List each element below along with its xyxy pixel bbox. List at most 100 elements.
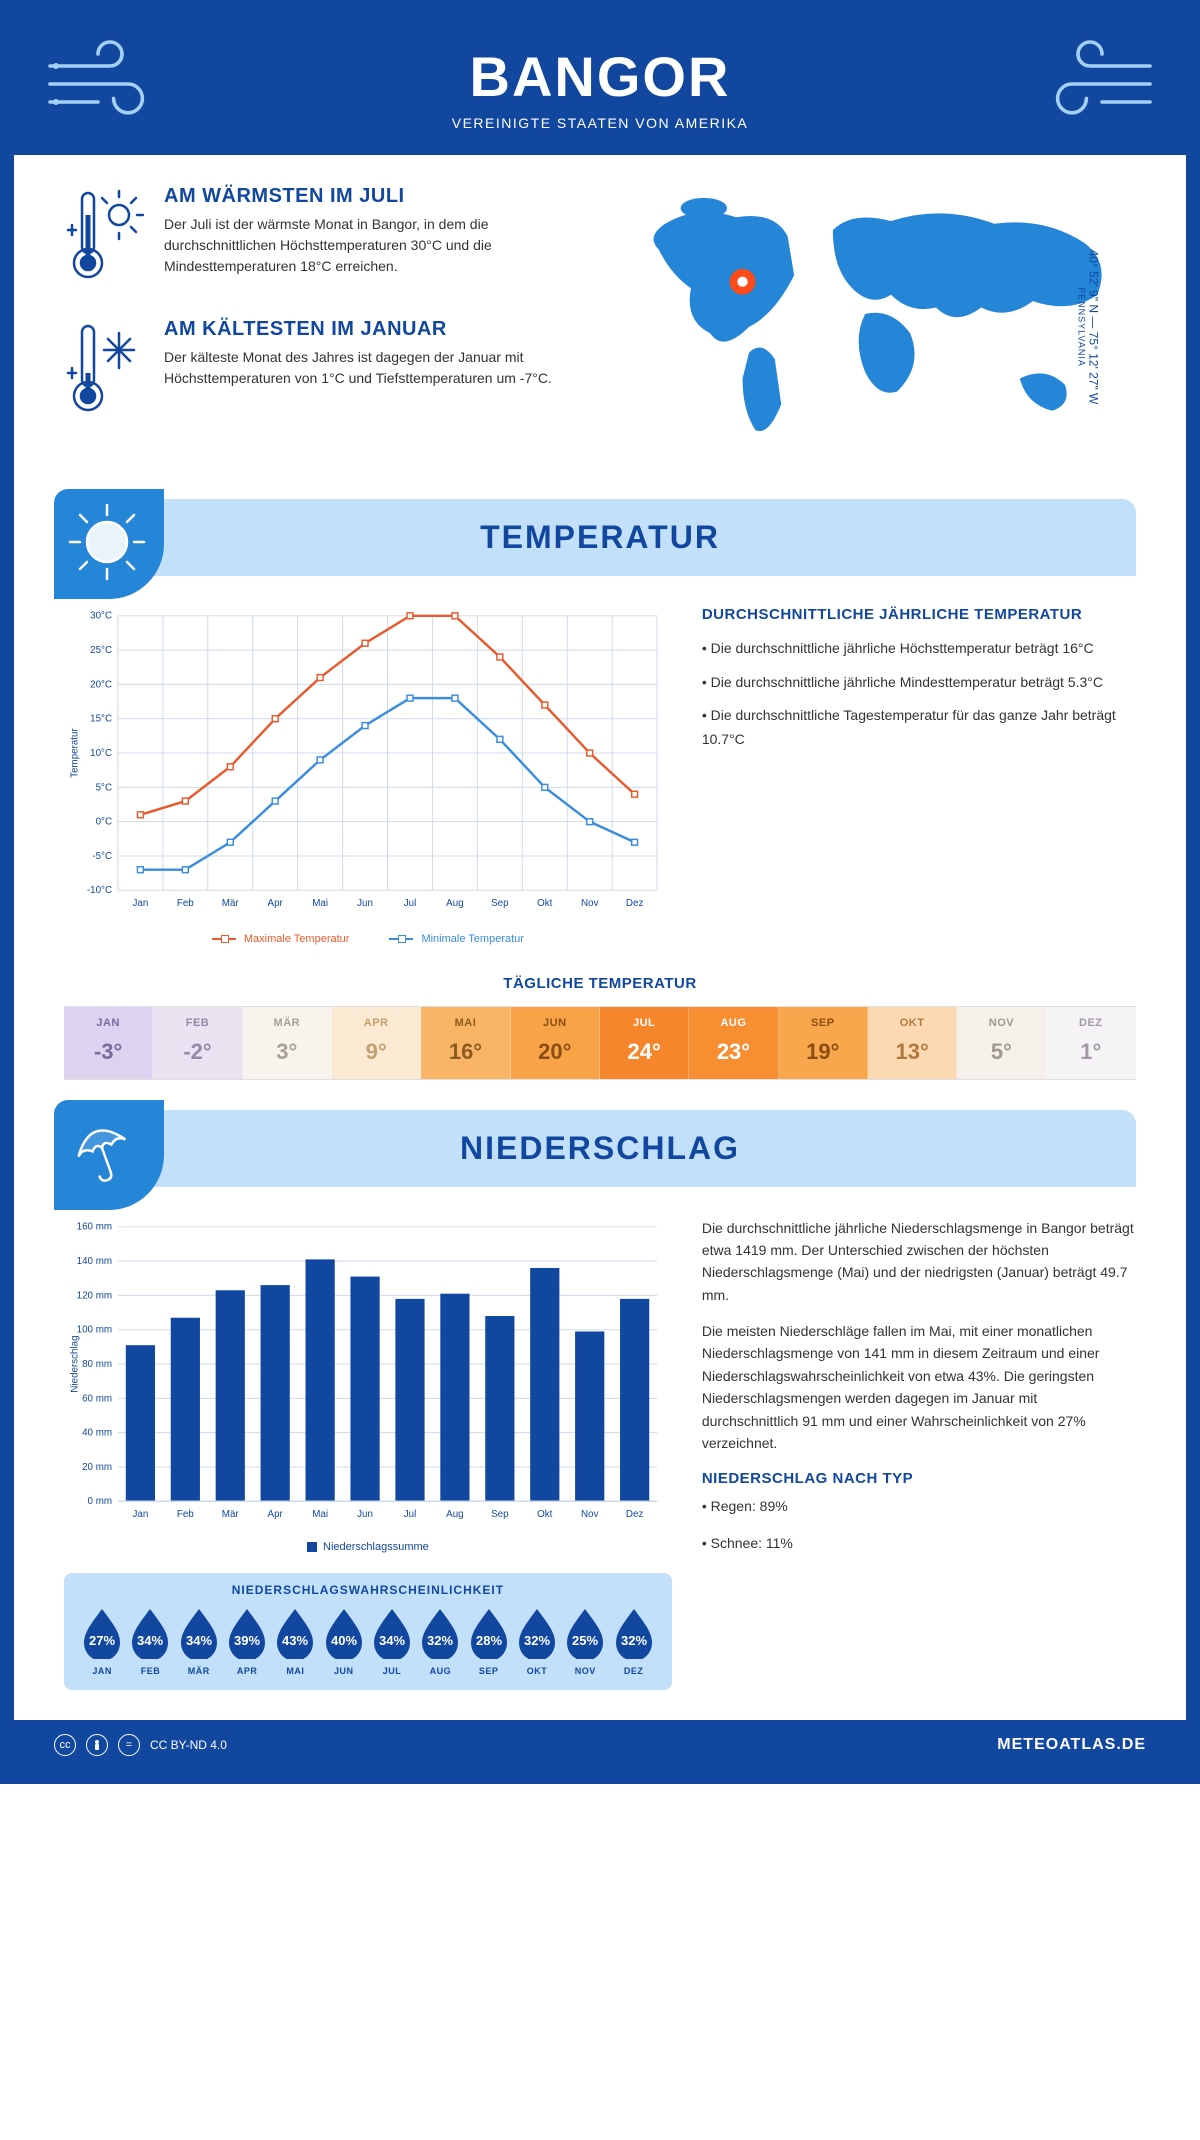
prob-month: SEP: [465, 1666, 513, 1676]
prob-drop: 27% JAN: [78, 1607, 126, 1676]
section-title-temperature: TEMPERATUR: [64, 519, 1136, 556]
svg-text:30°C: 30°C: [90, 611, 112, 622]
svg-text:15°C: 15°C: [90, 713, 112, 724]
daily-temp-title: TÄGLICHE TEMPERATUR: [64, 975, 1136, 992]
svg-text:Okt: Okt: [537, 898, 553, 909]
prob-drop: 28% SEP: [465, 1607, 513, 1676]
fact-warm-text: Der Juli ist der wärmste Monat in Bangor…: [164, 214, 580, 277]
daily-cell: OKT 13°: [868, 1007, 957, 1079]
daily-value: 13°: [868, 1039, 956, 1065]
daily-value: 23°: [689, 1039, 777, 1065]
prob-drop: 34% JUL: [368, 1607, 416, 1676]
daily-month: JUL: [600, 1017, 688, 1029]
daily-value: 19°: [779, 1039, 867, 1065]
svg-text:Aug: Aug: [446, 1508, 463, 1519]
svg-text:80 mm: 80 mm: [82, 1358, 112, 1369]
fact-warmest: AM WÄRMSTEN IM JULI Der Juli ist der wär…: [64, 185, 580, 290]
temperature-chart: -10°C-5°C0°C5°C10°C15°C20°C25°C30°CJanFe…: [64, 606, 672, 945]
daily-cell: DEZ 1°: [1047, 1007, 1136, 1079]
brand: METEOATLAS.DE: [997, 1736, 1146, 1754]
svg-text:Dez: Dez: [626, 898, 644, 909]
section-title-precipitation: NIEDERSCHLAG: [64, 1130, 1136, 1167]
daily-value: 9°: [332, 1039, 420, 1065]
daily-cell: AUG 23°: [689, 1007, 778, 1079]
page-subtitle: VEREINIGTE STAATEN VON AMERIKA: [54, 115, 1146, 131]
svg-text:0°C: 0°C: [96, 816, 112, 827]
svg-text:100 mm: 100 mm: [77, 1324, 112, 1335]
daily-month: MAI: [421, 1017, 509, 1029]
svg-text:Sep: Sep: [491, 1508, 509, 1519]
svg-text:Sep: Sep: [491, 898, 509, 909]
prob-month: OKT: [513, 1666, 561, 1676]
daily-cell: JAN -3°: [64, 1007, 153, 1079]
fact-coldest: AM KÄLTESTEN IM JANUAR Der kälteste Mona…: [64, 318, 580, 423]
daily-value: -3°: [64, 1039, 152, 1065]
daily-temp-table: JAN -3° FEB -2° MÄR 3° APR 9° MAI 16° JU…: [64, 1006, 1136, 1080]
prob-drop: 32% AUG: [416, 1607, 464, 1676]
legend-max: Maximale Temperatur: [212, 933, 350, 945]
umbrella-icon: [54, 1100, 164, 1210]
precipitation-text: Die durchschnittliche jährliche Niedersc…: [702, 1217, 1136, 1691]
temperature-summary: DURCHSCHNITTLICHE JÄHRLICHE TEMPERATUR •…: [702, 606, 1136, 945]
svg-text:Feb: Feb: [177, 898, 194, 909]
daily-cell: JUL 24°: [600, 1007, 689, 1079]
svg-text:10°C: 10°C: [90, 748, 112, 759]
daily-cell: MÄR 3°: [243, 1007, 332, 1079]
daily-cell: SEP 19°: [779, 1007, 868, 1079]
svg-text:Jul: Jul: [404, 898, 417, 909]
prob-month: JAN: [78, 1666, 126, 1676]
daily-month: NOV: [957, 1017, 1045, 1029]
svg-text:Mai: Mai: [312, 1508, 328, 1519]
svg-text:39%: 39%: [234, 1633, 260, 1648]
daily-value: 20°: [511, 1039, 599, 1065]
svg-text:140 mm: 140 mm: [77, 1256, 112, 1267]
svg-text:Niederschlag: Niederschlag: [70, 1335, 81, 1392]
svg-text:34%: 34%: [186, 1633, 212, 1648]
daily-cell: MAI 16°: [421, 1007, 510, 1079]
svg-text:Okt: Okt: [537, 1508, 553, 1519]
svg-text:Jan: Jan: [132, 1508, 148, 1519]
daily-cell: NOV 5°: [957, 1007, 1046, 1079]
svg-text:32%: 32%: [427, 1633, 453, 1648]
daily-month: OKT: [868, 1017, 956, 1029]
svg-text:34%: 34%: [379, 1633, 405, 1648]
wind-icon: [1036, 34, 1156, 134]
svg-text:40 mm: 40 mm: [82, 1427, 112, 1438]
svg-text:120 mm: 120 mm: [77, 1290, 112, 1301]
prob-drop: 25% NOV: [561, 1607, 609, 1676]
prob-month: MAI: [271, 1666, 319, 1676]
daily-value: -2°: [153, 1039, 241, 1065]
svg-text:Jun: Jun: [357, 898, 373, 909]
prob-drop: 39% APR: [223, 1607, 271, 1676]
prob-month: JUL: [368, 1666, 416, 1676]
svg-text:25%: 25%: [572, 1633, 598, 1648]
daily-value: 24°: [600, 1039, 688, 1065]
svg-text:Temperatur: Temperatur: [70, 727, 81, 777]
cc-icon: cc: [54, 1734, 76, 1756]
svg-text:Mai: Mai: [312, 898, 328, 909]
svg-text:34%: 34%: [137, 1633, 163, 1648]
svg-text:60 mm: 60 mm: [82, 1393, 112, 1404]
daily-month: DEZ: [1047, 1017, 1135, 1029]
temperature-banner: TEMPERATUR: [64, 499, 1136, 576]
svg-text:Apr: Apr: [268, 898, 284, 909]
prob-drop: 34% MÄR: [175, 1607, 223, 1676]
svg-text:-10°C: -10°C: [87, 885, 112, 896]
prob-month: AUG: [416, 1666, 464, 1676]
svg-text:Jun: Jun: [357, 1508, 373, 1519]
nd-icon: =: [118, 1734, 140, 1756]
fact-cold-text: Der kälteste Monat des Jahres ist dagege…: [164, 347, 580, 389]
svg-text:32%: 32%: [621, 1633, 647, 1648]
daily-month: AUG: [689, 1017, 777, 1029]
wind-icon: [44, 34, 164, 134]
legend-min: Minimale Temperatur: [389, 933, 524, 945]
svg-text:Feb: Feb: [177, 1508, 194, 1519]
svg-text:20°C: 20°C: [90, 679, 112, 690]
intro-section: AM WÄRMSTEN IM JULI Der Juli ist der wär…: [64, 185, 1136, 469]
svg-text:Dez: Dez: [626, 1508, 644, 1519]
coordinates: 40° 52' 9" N — 75° 12' 27" W PENNSYLVANI…: [1077, 250, 1101, 405]
daily-month: SEP: [779, 1017, 867, 1029]
svg-text:20 mm: 20 mm: [82, 1461, 112, 1472]
svg-text:Nov: Nov: [581, 1508, 599, 1519]
svg-text:28%: 28%: [476, 1633, 502, 1648]
